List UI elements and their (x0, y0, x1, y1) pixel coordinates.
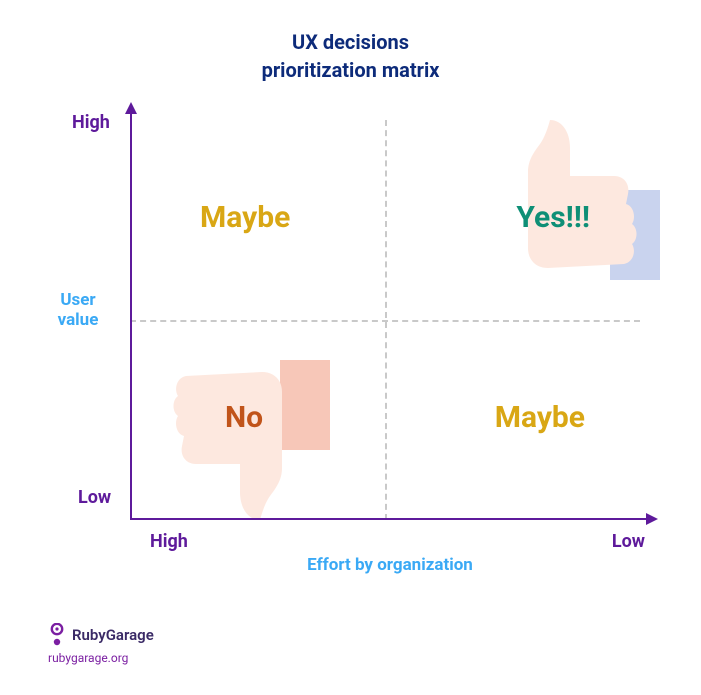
y-axis-arrow (125, 102, 137, 114)
x-axis-label: Effort by organization (300, 555, 480, 575)
matrix-chart: Maybe Yes!!! No Maybe High Low User valu… (130, 120, 640, 520)
y-axis (130, 110, 132, 520)
thumbs-down-icon (170, 330, 370, 530)
x-axis-arrow (646, 513, 658, 525)
y-axis-label: User value (38, 290, 118, 331)
quadrant-top-right: Yes!!! (516, 200, 590, 235)
quadrant-top-left: Maybe (200, 200, 290, 235)
grid-horizontal-mid (130, 320, 640, 322)
quadrant-bottom-left: No (225, 400, 263, 435)
title-line-2: prioritization matrix (0, 56, 701, 84)
quadrant-bottom-right: Maybe (495, 400, 585, 435)
brand-logo: RubyGarage rubygarage.org (48, 623, 154, 665)
x-axis (130, 518, 650, 520)
y-axis-high-label: High (72, 112, 110, 133)
x-axis-low-label: Low (612, 531, 645, 552)
y-axis-low-label: Low (78, 487, 111, 508)
title-line-1: UX decisions (0, 28, 701, 56)
chart-title: UX decisions prioritization matrix (0, 28, 701, 84)
brand-name: RubyGarage (72, 626, 154, 644)
rubygarage-icon (48, 623, 66, 647)
brand-url: rubygarage.org (48, 651, 154, 665)
x-axis-high-label: High (150, 531, 188, 552)
